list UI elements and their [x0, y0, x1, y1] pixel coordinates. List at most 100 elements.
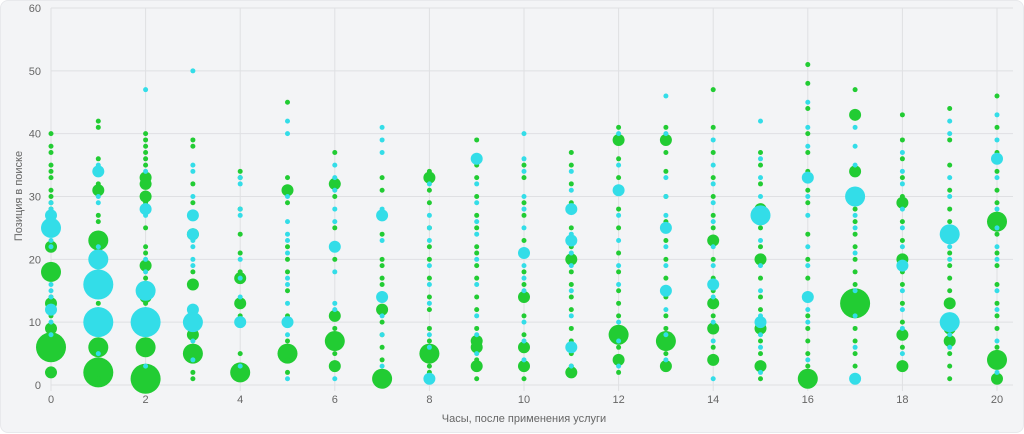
data-point-green[interactable] — [994, 124, 1000, 130]
data-point-green[interactable] — [92, 184, 105, 197]
data-point-cyan[interactable] — [947, 194, 953, 199]
data-point-green[interactable] — [896, 360, 909, 373]
data-point-green[interactable] — [947, 187, 953, 193]
data-point-cyan[interactable] — [474, 200, 480, 206]
data-point-cyan[interactable] — [285, 281, 290, 287]
data-point-green[interactable] — [379, 275, 385, 281]
data-point-cyan[interactable] — [947, 131, 953, 137]
data-point-cyan[interactable] — [852, 162, 858, 168]
data-point-green[interactable] — [426, 294, 432, 300]
data-point-green[interactable] — [426, 325, 432, 331]
data-point-green[interactable] — [521, 281, 527, 287]
data-point-cyan[interactable] — [237, 275, 243, 281]
data-point-cyan[interactable] — [285, 237, 290, 243]
data-point-green[interactable] — [182, 343, 203, 364]
data-point-green[interactable] — [372, 368, 393, 389]
data-point-cyan[interactable] — [805, 212, 811, 218]
data-point-green[interactable] — [190, 376, 196, 382]
data-point-green[interactable] — [710, 344, 716, 350]
data-point-cyan[interactable] — [332, 162, 338, 168]
data-point-cyan[interactable] — [521, 225, 527, 231]
data-point-cyan[interactable] — [994, 137, 1000, 143]
data-point-green[interactable] — [994, 325, 1000, 331]
data-point-cyan[interactable] — [852, 124, 858, 130]
data-point-cyan[interactable] — [710, 244, 716, 250]
data-point-green[interactable] — [758, 162, 763, 168]
data-point-green[interactable] — [285, 175, 290, 181]
data-point-cyan[interactable] — [285, 332, 290, 338]
data-point-cyan[interactable] — [805, 194, 811, 199]
data-point-green[interactable] — [379, 319, 385, 325]
data-point-cyan[interactable] — [616, 131, 622, 137]
data-point-green[interactable] — [852, 325, 858, 331]
data-point-green[interactable] — [95, 219, 101, 225]
data-point-cyan[interactable] — [285, 131, 290, 137]
data-point-green[interactable] — [48, 131, 54, 137]
data-point-cyan[interactable] — [190, 162, 196, 168]
data-point-cyan[interactable] — [190, 237, 196, 243]
data-point-cyan[interactable] — [474, 181, 480, 187]
data-point-cyan[interactable] — [801, 291, 814, 304]
data-point-cyan[interactable] — [521, 194, 527, 199]
data-point-cyan[interactable] — [426, 237, 432, 243]
data-point-green[interactable] — [426, 307, 432, 313]
data-point-green[interactable] — [852, 87, 858, 93]
data-point-cyan[interactable] — [947, 175, 953, 181]
data-point-cyan[interactable] — [616, 263, 622, 269]
data-point-cyan[interactable] — [899, 307, 905, 313]
data-point-cyan[interactable] — [758, 263, 763, 269]
data-point-green[interactable] — [659, 360, 672, 373]
data-point-green[interactable] — [521, 269, 527, 275]
data-point-green[interactable] — [237, 250, 243, 256]
data-point-green[interactable] — [190, 143, 196, 149]
data-point-green[interactable] — [991, 372, 1003, 385]
data-point-cyan[interactable] — [332, 376, 338, 382]
data-point-green[interactable] — [139, 190, 152, 203]
data-point-cyan[interactable] — [48, 319, 54, 325]
data-point-green[interactable] — [947, 376, 953, 382]
data-point-green[interactable] — [612, 133, 625, 146]
data-point-cyan[interactable] — [663, 194, 669, 199]
data-point-cyan[interactable] — [707, 278, 720, 291]
data-point-green[interactable] — [328, 177, 341, 190]
data-point-cyan[interactable] — [568, 313, 574, 319]
data-point-green[interactable] — [190, 200, 196, 206]
data-point-green[interactable] — [521, 212, 527, 218]
data-point-cyan[interactable] — [852, 313, 858, 319]
data-point-cyan[interactable] — [285, 275, 290, 281]
data-point-cyan[interactable] — [379, 150, 385, 156]
data-point-green[interactable] — [710, 256, 716, 262]
data-point-cyan[interactable] — [568, 263, 574, 269]
data-point-cyan[interactable] — [805, 143, 811, 149]
data-point-green[interactable] — [994, 344, 1000, 350]
data-point-green[interactable] — [852, 363, 858, 369]
data-point-cyan[interactable] — [659, 284, 672, 297]
data-point-cyan[interactable] — [994, 206, 1000, 212]
data-point-cyan[interactable] — [947, 332, 953, 338]
data-point-green[interactable] — [45, 322, 57, 335]
data-point-green[interactable] — [758, 351, 763, 357]
data-point-cyan[interactable] — [805, 244, 811, 250]
data-point-green[interactable] — [947, 106, 953, 112]
data-point-cyan[interactable] — [852, 344, 858, 350]
data-point-cyan[interactable] — [45, 209, 57, 222]
data-point-green[interactable] — [899, 219, 905, 225]
data-point-cyan[interactable] — [376, 291, 389, 304]
data-point-green[interactable] — [707, 353, 720, 366]
data-point-green[interactable] — [379, 281, 385, 287]
data-point-green[interactable] — [426, 244, 432, 250]
data-point-green[interactable] — [186, 328, 199, 341]
data-point-cyan[interactable] — [852, 250, 858, 256]
data-point-green[interactable] — [376, 303, 389, 316]
data-point-cyan[interactable] — [332, 187, 338, 193]
data-point-green[interactable] — [805, 275, 811, 281]
data-point-cyan[interactable] — [663, 263, 669, 269]
data-point-green[interactable] — [852, 206, 858, 212]
data-point-cyan[interactable] — [285, 194, 290, 199]
data-point-green[interactable] — [139, 259, 152, 272]
data-point-cyan[interactable] — [805, 124, 811, 130]
data-point-green[interactable] — [852, 351, 858, 357]
data-point-cyan[interactable] — [896, 259, 909, 272]
data-point-cyan[interactable] — [190, 194, 196, 199]
data-point-cyan[interactable] — [521, 131, 527, 137]
